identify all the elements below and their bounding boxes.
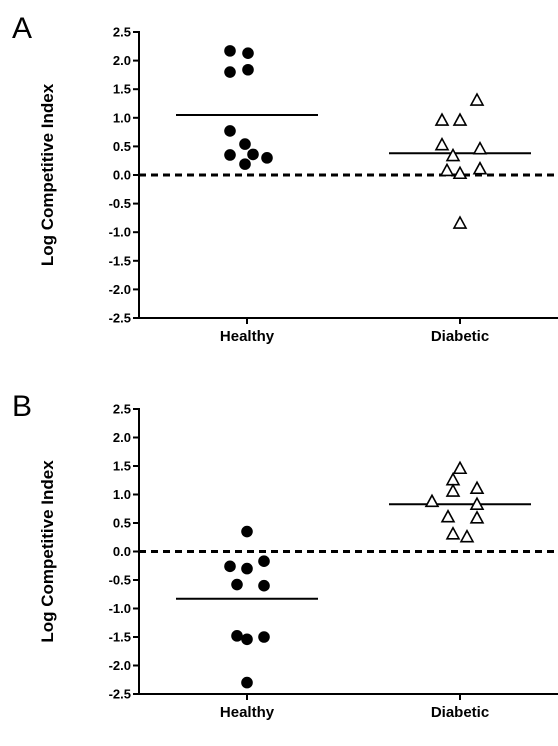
y-tick-label: 1.5 [113,82,131,97]
x-category-label: Diabetic [431,704,489,721]
data-point-circle [241,562,253,575]
data-point-triangle [472,140,488,155]
y-axis-label: Log Competitive Index [38,460,57,643]
y-tick-label: -1.5 [109,253,131,268]
data-point-circle [242,47,254,59]
y-tick-label: 0.5 [113,516,131,531]
data-point-triangle [445,147,461,162]
data-point-circle [231,630,243,642]
y-tick-label: -2.5 [109,311,131,326]
data-point-triangle [469,496,485,510]
data-point-circle [241,633,253,646]
data-point-circle [258,579,270,592]
data-point-triangle [452,165,468,180]
data-point-triangle [469,480,485,495]
data-point-triangle [452,460,468,475]
y-tick-label: -1.0 [109,601,131,616]
data-point-circle [224,125,236,137]
panel-letter: A [12,12,32,45]
data-point-triangle [445,483,461,497]
data-point-triangle [445,526,461,540]
y-tick-label: 2.0 [113,430,131,445]
x-category-label: Healthy [220,704,275,721]
data-point-circle [261,152,273,164]
panel-b: B Log Competitive Index 2.5 2.0 1.5 1.0 0.5 0.0… [12,390,558,721]
panel-a: A Log Competitive Index 2.5 2.0 1.5 1.0 0.5 0.0… [12,12,558,345]
data-point-circle [224,45,236,57]
data-point-triangle [452,215,468,229]
y-tick-label: 1.5 [113,459,131,474]
data-point-triangle [452,112,468,126]
y-tick-label: 1.0 [113,110,131,125]
data-point-circle [224,66,236,78]
y-tick-label: -2.0 [109,282,131,297]
data-point-circle [242,63,254,76]
data-point-circle [247,148,259,161]
panel-letter: B [12,390,32,423]
data-point-circle [258,631,270,643]
y-tick-label: -2.0 [109,658,131,673]
y-tick-label: 2.0 [113,53,131,68]
y-tick-label: 0.0 [113,544,131,559]
data-point-triangle [469,510,485,524]
data-point-triangle [445,471,461,486]
y-tick-label: -0.5 [109,573,131,588]
data-point-triangle [459,528,475,543]
data-point-triangle [434,112,450,126]
data-point-triangle [469,92,485,106]
data-point-circle [231,578,243,591]
data-point-circle [239,158,251,170]
data-point-circle [224,560,236,573]
y-tick-label: -1.5 [109,630,131,645]
data-point-triangle [472,161,488,175]
y-axis-label: Log Competitive Index [38,83,57,266]
data-point-triangle [440,509,456,523]
data-point-triangle [424,493,440,508]
data-point-triangle [434,136,450,151]
x-category-label: Diabetic [431,328,489,345]
y-tick-label: -1.0 [109,225,131,240]
x-category-label: Healthy [220,328,275,345]
y-tick-label: 2.5 [113,25,131,40]
y-tick-label: 2.5 [113,402,131,417]
data-point-circle [224,149,236,161]
data-point-circle [239,138,251,150]
data-point-circle [241,525,253,538]
y-tick-label: 0.5 [113,139,131,154]
y-tick-label: -0.5 [109,196,131,211]
y-tick-label: -2.5 [109,687,131,702]
data-point-circle [258,555,270,567]
data-point-circle [241,676,253,689]
y-tick-label: 0.0 [113,168,131,183]
data-point-triangle [439,162,455,177]
y-tick-label: 1.0 [113,487,131,502]
